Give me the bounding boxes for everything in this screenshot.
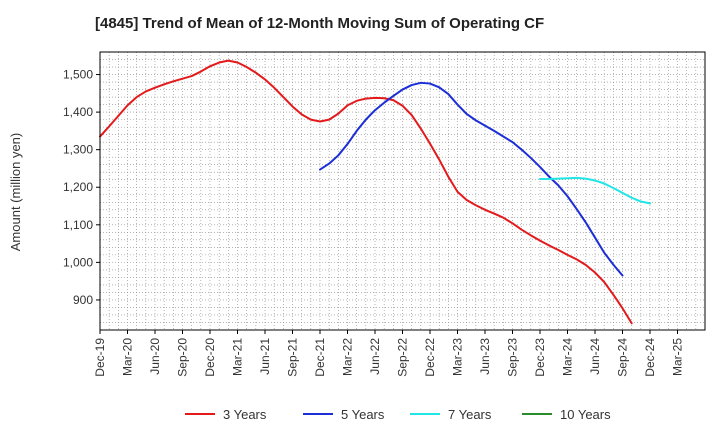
legend-label: 3 Years bbox=[223, 407, 267, 422]
x-tick-label: Sep-20 bbox=[176, 338, 190, 377]
series-lines bbox=[99, 59, 651, 325]
x-tick-label: Dec-22 bbox=[423, 338, 437, 377]
grid bbox=[99, 51, 706, 331]
x-tick-label: Dec-20 bbox=[203, 338, 217, 377]
y-tick-label: 900 bbox=[73, 293, 93, 307]
x-tick-label: Mar-22 bbox=[341, 338, 355, 376]
chart-title: [4845] Trend of Mean of 12-Month Moving … bbox=[95, 15, 544, 32]
x-tick-label: Mar-20 bbox=[121, 338, 135, 376]
series-line-3-years bbox=[99, 59, 633, 325]
legend-label: 5 Years bbox=[341, 407, 385, 422]
x-tick-label: Mar-21 bbox=[231, 338, 245, 376]
y-tick-label: 1,400 bbox=[63, 105, 93, 119]
y-tick-label: 1,300 bbox=[63, 143, 93, 157]
x-tick-label: Sep-24 bbox=[616, 338, 630, 377]
x-tick-label: Dec-23 bbox=[533, 338, 547, 377]
x-tick-labels: Dec-19 Mar-20 Jun-20 Sep-20 Dec-20 Mar-21 Jun-… bbox=[93, 330, 685, 377]
x-tick-label: Jun-24 bbox=[588, 338, 602, 375]
legend-label: 7 Years bbox=[448, 407, 492, 422]
x-tick-label: Mar-23 bbox=[451, 338, 465, 376]
y-tick-label: 1,000 bbox=[63, 255, 93, 269]
y-tick-label: 1,500 bbox=[63, 68, 93, 82]
series-line-7-years bbox=[539, 176, 651, 205]
y-tick-label: 1,100 bbox=[63, 218, 93, 232]
legend-label: 10 Years bbox=[560, 407, 611, 422]
legend: 3 Years 5 Years 7 Years 10 Years bbox=[185, 407, 611, 422]
x-tick-label: Mar-24 bbox=[561, 338, 575, 376]
plot-frame bbox=[99, 51, 706, 331]
x-tick-label: Dec-19 bbox=[93, 338, 107, 377]
x-tick-label: Jun-22 bbox=[368, 338, 382, 375]
x-tick-label: Jun-21 bbox=[258, 338, 272, 375]
y-tick-label: 1,200 bbox=[63, 180, 93, 194]
x-tick-label: Dec-21 bbox=[313, 338, 327, 377]
x-tick-label: Sep-21 bbox=[286, 338, 300, 377]
x-tick-label: Dec-24 bbox=[643, 338, 657, 377]
y-axis-label: Amount (million yen) bbox=[8, 133, 23, 252]
x-tick-label: Sep-23 bbox=[506, 338, 520, 377]
x-tick-label: Sep-22 bbox=[396, 338, 410, 377]
x-tick-label: Jun-20 bbox=[148, 338, 162, 375]
series-line-5-years bbox=[319, 81, 624, 277]
y-tick-labels: 900 1,000 1,100 1,200 1,300 1,400 1,500 bbox=[63, 68, 100, 307]
x-tick-label: Mar-25 bbox=[671, 338, 685, 376]
x-tick-label: Jun-23 bbox=[478, 338, 492, 375]
